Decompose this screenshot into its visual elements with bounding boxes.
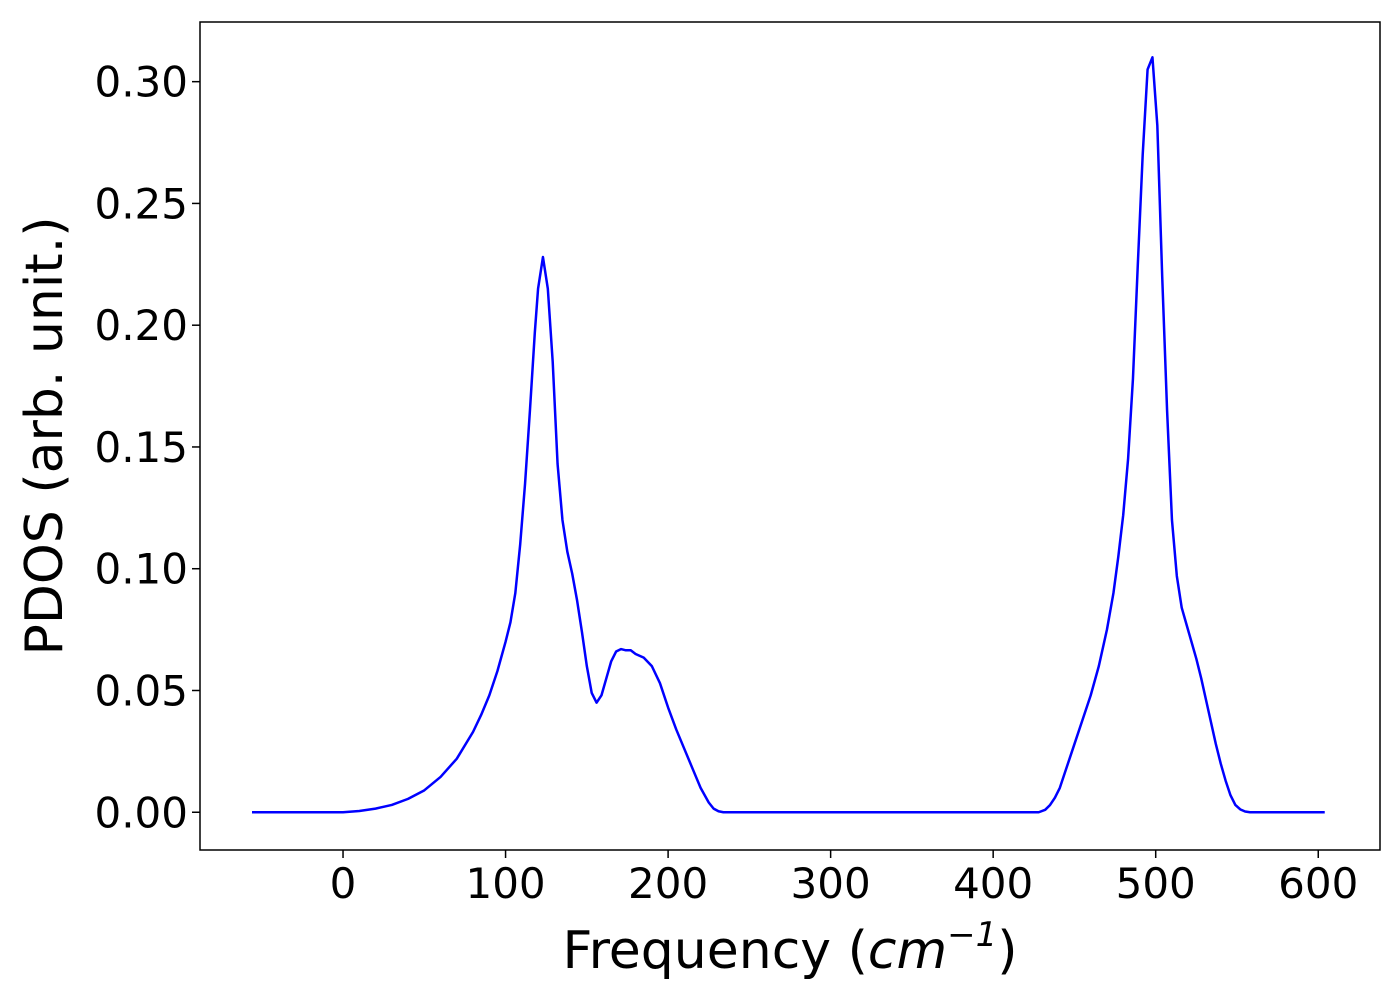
- plot-area-frame: [199, 21, 1381, 851]
- y-axis-ticks: 0.00 0.05 0.10 0.15 0.20 0.25 0.30: [94, 58, 200, 837]
- y-tick-label: 0.20: [94, 301, 188, 350]
- x-tick-label: 100: [465, 859, 545, 908]
- x-tick-label: 300: [791, 859, 871, 908]
- x-axis-label-unit: cm: [868, 921, 947, 981]
- x-axis-ticks: 0 100 200 300 400 500 600: [330, 850, 1358, 908]
- y-tick-label: 0.25: [94, 179, 188, 228]
- x-axis-label-close: ): [997, 921, 1017, 981]
- y-tick-label: 0.30: [94, 58, 188, 107]
- y-tick-label: 0.05: [94, 666, 188, 715]
- y-tick-label: 0.10: [94, 545, 188, 594]
- pdos-series-line: [252, 56, 1325, 814]
- x-axis-label-exponent: −1: [947, 915, 997, 955]
- x-tick-label: 200: [628, 859, 708, 908]
- y-axis-label: PDOS (arb. unit.): [15, 216, 75, 655]
- y-tick-label: 0.00: [94, 788, 188, 837]
- series-layer: [252, 56, 1325, 814]
- x-axis-label: Frequency (cm−1): [562, 915, 1017, 981]
- x-tick-label: 500: [1116, 859, 1196, 908]
- x-tick-label: 600: [1278, 859, 1358, 908]
- x-tick-label: 0: [330, 859, 357, 908]
- x-axis-label-text: Frequency (: [562, 921, 867, 981]
- x-tick-label: 400: [953, 859, 1033, 908]
- y-tick-label: 0.15: [94, 423, 188, 472]
